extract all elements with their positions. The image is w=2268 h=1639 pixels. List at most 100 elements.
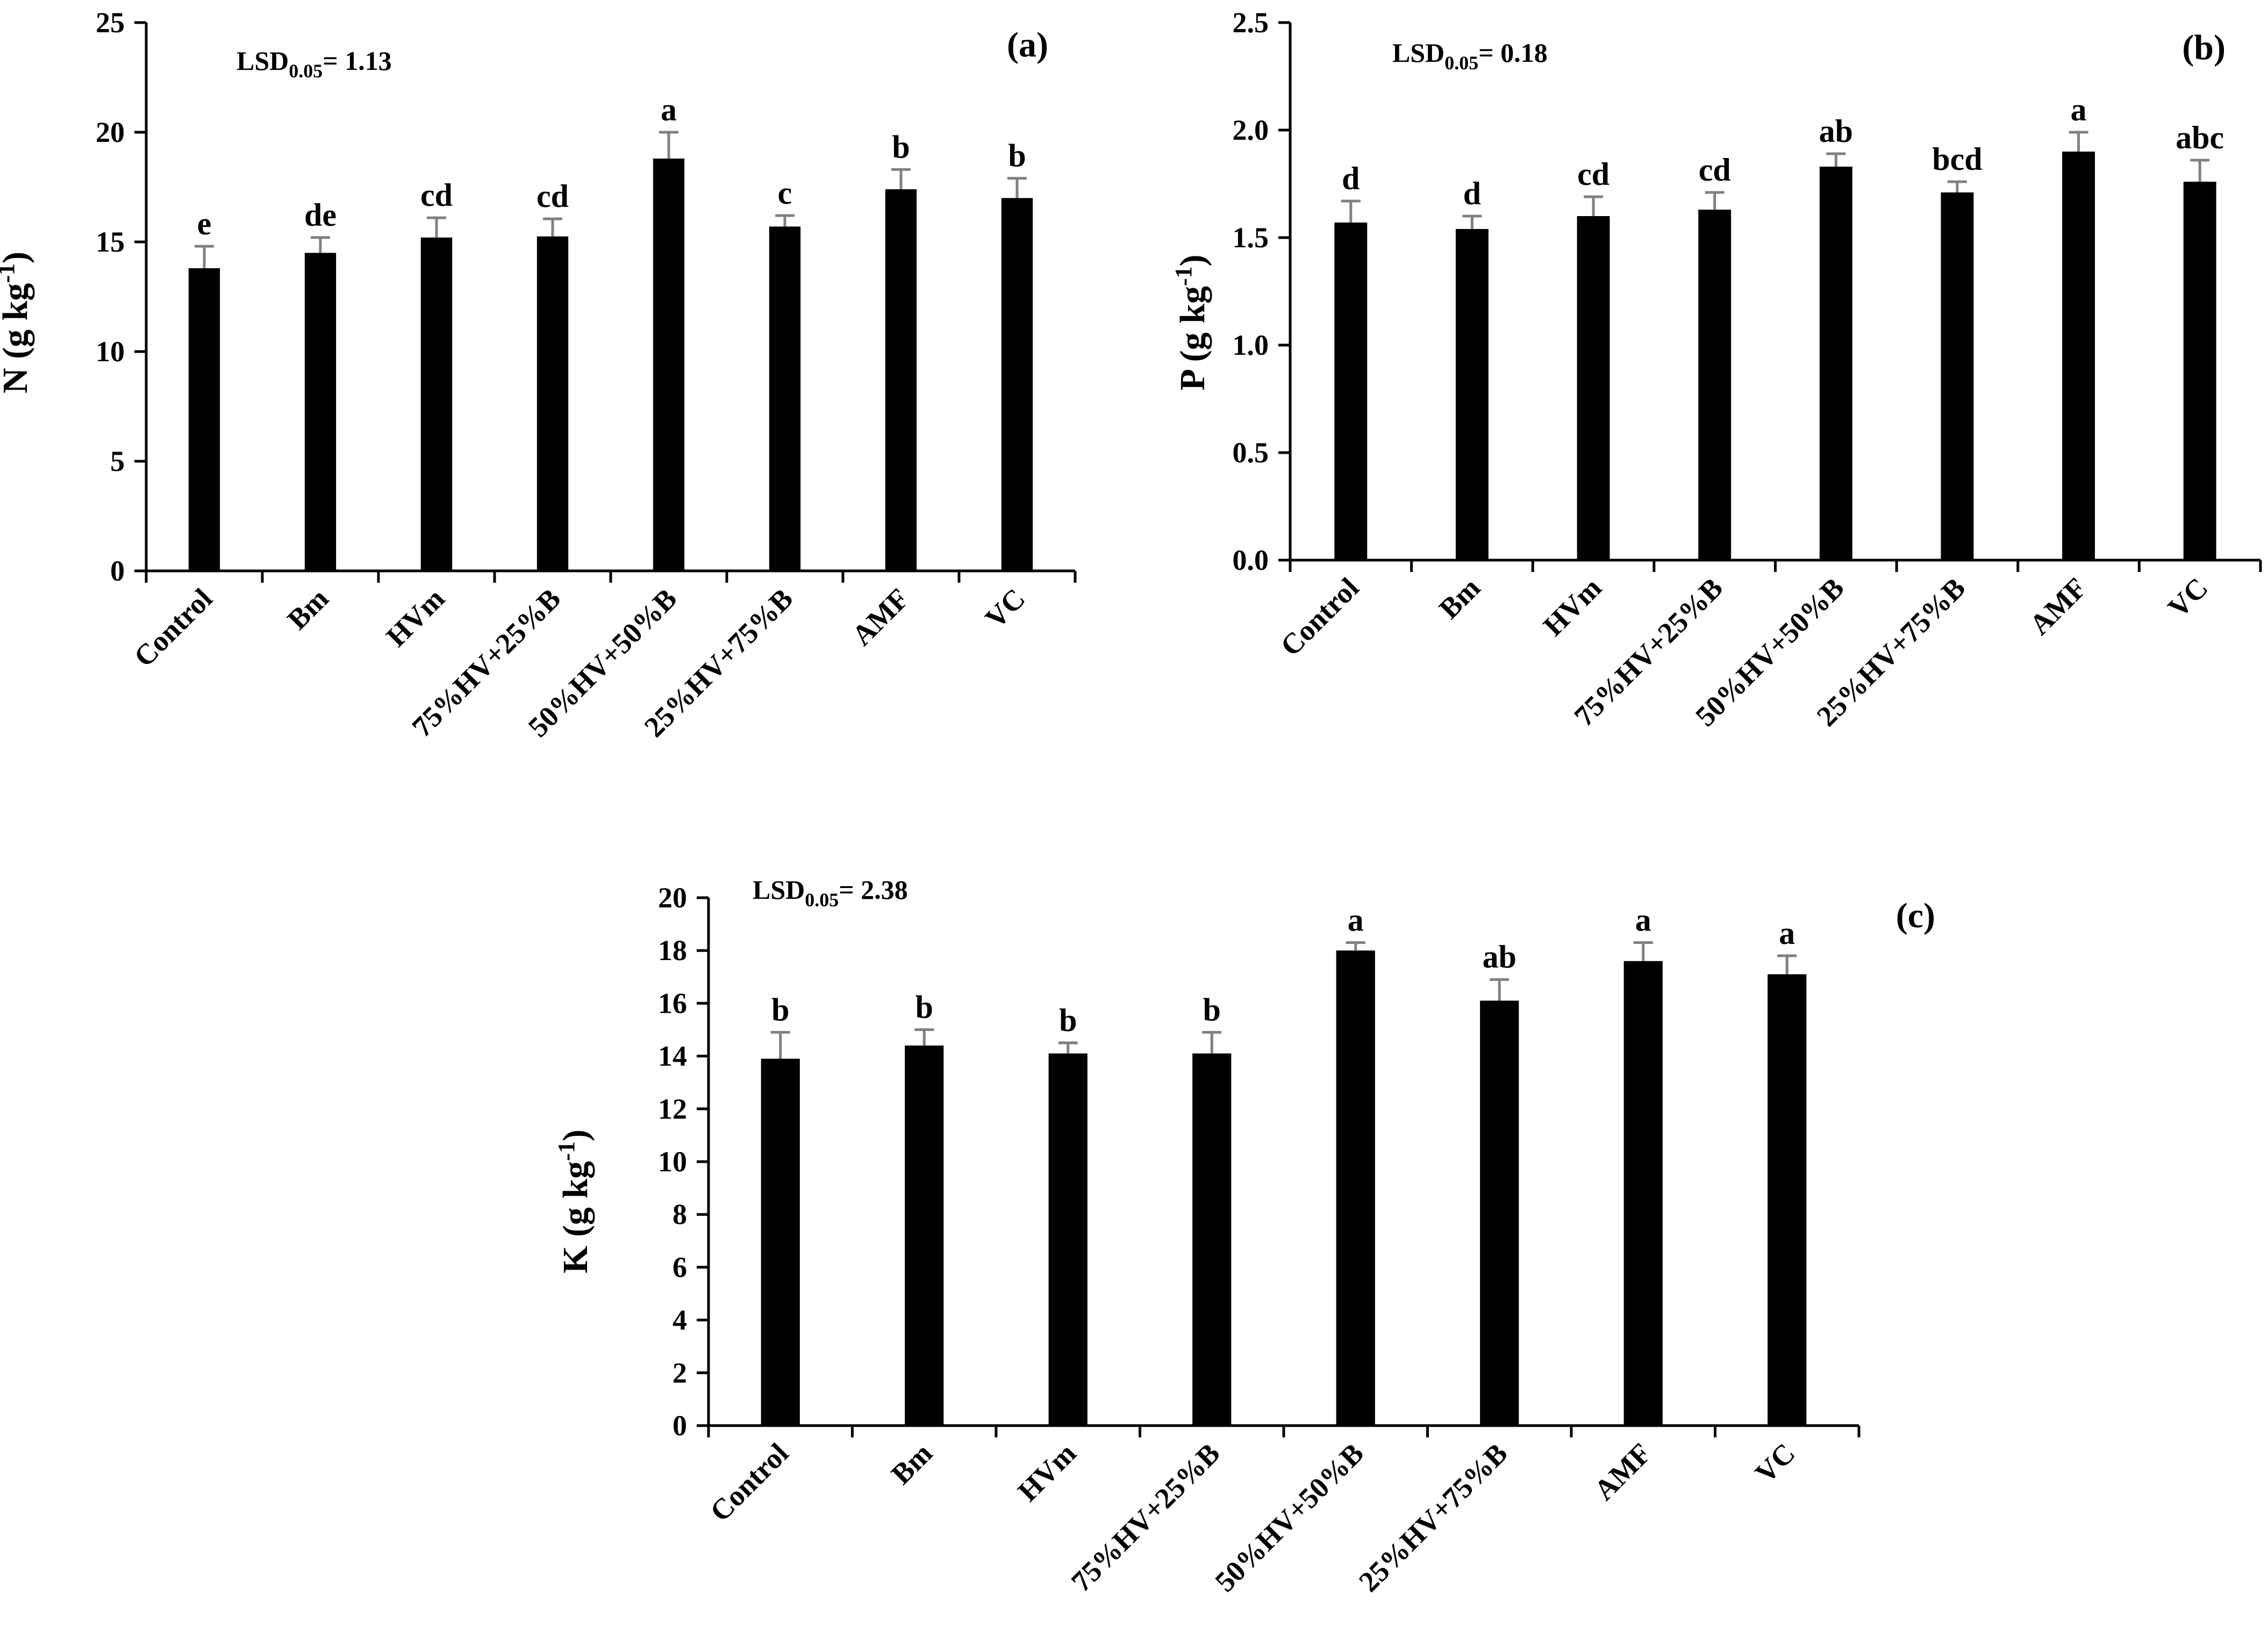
- y-tick-label: 2: [672, 1357, 687, 1389]
- panel-b: 0.00.51.01.52.02.5dControldBmcdHVmcd75%H…: [1170, 6, 2262, 733]
- y-tick-label: 20: [96, 116, 125, 148]
- category-label: 25%HV+75%B: [1353, 1437, 1514, 1598]
- y-axis-title: K (g kg-1): [553, 1129, 595, 1273]
- bar: [1577, 216, 1610, 560]
- y-tick-label: 0: [672, 1409, 687, 1442]
- category-label: AMF: [1588, 1437, 1657, 1506]
- category-label: VC: [1749, 1437, 1801, 1490]
- y-tick-label: 1.5: [1233, 221, 1269, 254]
- lsd-subscript: 0.05: [289, 60, 323, 82]
- y-tick-label: 5: [110, 445, 125, 477]
- category-label: VC: [979, 582, 1032, 635]
- y-tick-label: 16: [658, 987, 687, 1019]
- significance-letter: a: [1635, 902, 1651, 937]
- y-axis-title-sup: -1: [0, 263, 19, 283]
- y-axis-title: N (g kg-1): [0, 252, 35, 393]
- y-tick-label: 14: [658, 1040, 687, 1072]
- bar: [769, 226, 801, 571]
- significance-letter: ab: [1483, 939, 1516, 975]
- bar: [653, 158, 685, 571]
- significance-letter: cd: [1577, 156, 1609, 192]
- significance-letter: e: [197, 206, 212, 241]
- category-label: Control: [704, 1437, 795, 1528]
- category-label: Bm: [281, 582, 335, 636]
- y-tick-label: 12: [658, 1093, 687, 1125]
- bar: [304, 253, 337, 571]
- significance-letter: ab: [1819, 113, 1853, 149]
- significance-letter: cd: [536, 178, 569, 214]
- y-tick-label: 2.0: [1233, 114, 1269, 146]
- bar: [1192, 1053, 1232, 1426]
- y-tick-label: 20: [658, 882, 687, 914]
- significance-letter: b: [892, 129, 910, 164]
- bar: [1698, 210, 1732, 560]
- bar: [1001, 198, 1033, 571]
- category-label: Control: [1274, 571, 1365, 662]
- y-tick-label: 0: [110, 555, 125, 587]
- panel-a: 0510152025eControldeBmcdHVmcd75%HV+25%Ba…: [0, 6, 1077, 743]
- category-label: Control: [127, 582, 218, 673]
- lsd-annotation: LSD0.05= 1.13: [237, 46, 392, 82]
- panel-label: (a): [1007, 25, 1048, 65]
- y-tick-label: 1.0: [1233, 329, 1269, 361]
- significance-letter: bcd: [1932, 141, 1982, 177]
- bar: [2183, 182, 2216, 560]
- lsd-prefix: LSD: [753, 875, 805, 905]
- bar: [2062, 152, 2095, 560]
- significance-letter: de: [304, 197, 337, 233]
- bar: [1819, 167, 1852, 560]
- category-label: VC: [2162, 571, 2214, 624]
- bar: [1336, 950, 1375, 1426]
- lsd-subscript: 0.05: [805, 889, 839, 911]
- y-axis-title-sup: -1: [553, 1141, 579, 1161]
- category-label: 50%HV+50%B: [1209, 1437, 1370, 1598]
- bar: [1623, 961, 1663, 1426]
- significance-letter: b: [1203, 992, 1221, 1027]
- y-axis-title-end: ): [1173, 255, 1212, 267]
- bar: [420, 237, 453, 571]
- y-axis-title-end: ): [556, 1129, 595, 1141]
- panel-label: (b): [2182, 28, 2226, 67]
- significance-letter: a: [2071, 92, 2087, 127]
- bar: [1480, 1000, 1519, 1426]
- bar: [188, 268, 220, 571]
- lsd-value: = 0.18: [1478, 38, 1548, 68]
- y-tick-label: 4: [672, 1304, 687, 1336]
- y-tick-label: 18: [658, 934, 687, 967]
- lsd-annotation: LSD0.05= 0.18: [1392, 38, 1548, 74]
- lsd-subscript: 0.05: [1444, 52, 1478, 74]
- lsd-value: = 2.38: [839, 875, 908, 905]
- significance-letter: a: [661, 92, 677, 127]
- panel-c: 0 2 4 6 8 10 12 14 16 18 20 b Control b Bm b HVm b 75%HV+2…: [553, 875, 1935, 1598]
- significance-letter: b: [1008, 138, 1026, 174]
- category-label: AMF: [846, 582, 915, 652]
- significance-letter: cd: [1699, 152, 1731, 188]
- bar: [536, 236, 569, 571]
- significance-letter: a: [1348, 902, 1364, 937]
- bar: [1941, 192, 1974, 560]
- y-tick-label: 0.5: [1233, 436, 1269, 469]
- category-label: 75%HV+25%B: [1065, 1437, 1226, 1598]
- y-tick-label: 10: [658, 1146, 687, 1178]
- bar: [1455, 229, 1489, 560]
- y-tick-label: 8: [672, 1198, 687, 1230]
- category-label: Bm: [1433, 571, 1486, 625]
- bar: [1048, 1053, 1088, 1426]
- category-label: HVm: [1537, 571, 1608, 642]
- y-tick-label: 10: [96, 335, 125, 368]
- bar: [761, 1058, 800, 1426]
- y-axis-title-end: ): [0, 252, 35, 263]
- y-axis-title-main: N (g kg: [0, 283, 35, 393]
- significance-letter: b: [915, 990, 933, 1025]
- significance-letter: c: [778, 175, 792, 211]
- panel-label: (c): [1896, 896, 1935, 935]
- category-label: AMF: [2023, 571, 2093, 641]
- lsd-annotation: LSD0.05= 2.38: [753, 875, 908, 911]
- significance-letter: d: [1342, 161, 1360, 196]
- bar: [1334, 223, 1368, 560]
- y-tick-label: 2.5: [1233, 6, 1269, 39]
- category-label: Bm: [885, 1437, 939, 1491]
- y-tick-label: 0.0: [1233, 544, 1269, 576]
